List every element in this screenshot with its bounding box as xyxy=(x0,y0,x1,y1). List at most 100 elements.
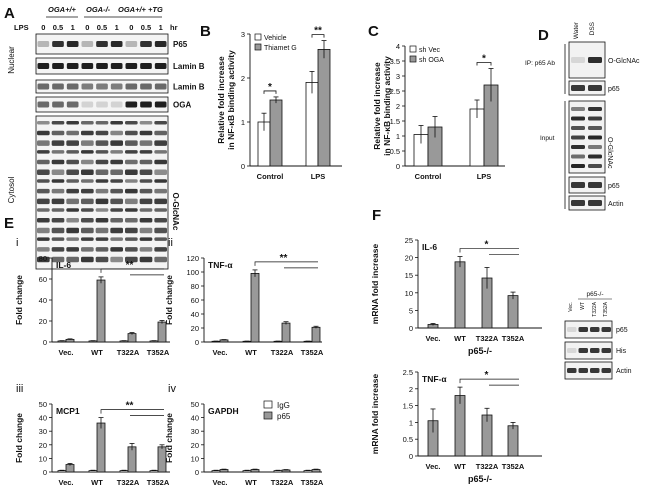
blot-band xyxy=(52,83,64,90)
lps-label: LPS xyxy=(14,23,29,32)
chart-title: TNF-α xyxy=(422,374,447,384)
x-tick-label: T352A xyxy=(147,478,170,487)
blot-band xyxy=(140,63,152,69)
y-tick-label: 0 xyxy=(241,162,245,171)
chart-B: 0 1 2 3 Relative fold increase in NF-κB bindi… xyxy=(200,23,342,181)
y-tick-label: 1 xyxy=(396,132,400,141)
legend-label: sh Vec xyxy=(419,47,441,54)
x-tick-label: Control xyxy=(257,172,284,181)
blot-band xyxy=(125,208,138,212)
blot-band xyxy=(567,368,577,373)
blot-band xyxy=(588,135,602,140)
blot-band xyxy=(110,179,123,183)
blot-band xyxy=(154,237,167,241)
blot-band xyxy=(125,169,138,175)
y-tick-label: 2.5 xyxy=(390,87,400,96)
blot-label: Lamin B xyxy=(173,83,205,92)
y-axis-label: in NF-κB binding activity xyxy=(382,56,392,156)
y-tick-label: 0.5 xyxy=(403,435,413,444)
blot-band xyxy=(588,126,602,130)
bar xyxy=(317,49,331,167)
blot-band xyxy=(95,237,109,241)
blot-band xyxy=(95,130,109,136)
blot-band xyxy=(571,164,585,168)
blot-band xyxy=(139,130,153,136)
lps-value: 0 xyxy=(129,23,133,32)
blot-band xyxy=(154,83,167,90)
blot-band xyxy=(110,121,123,125)
lps-value: 0.5 xyxy=(97,23,107,32)
blot-band xyxy=(81,179,94,183)
blot-band xyxy=(95,227,109,234)
blot-band xyxy=(51,208,65,212)
blot-band xyxy=(125,188,138,194)
blot-header: p65-/- xyxy=(587,291,604,298)
blot-band xyxy=(37,198,50,205)
blot-band xyxy=(66,83,79,90)
x-tick-label: Vec. xyxy=(425,334,440,343)
blot-band xyxy=(37,237,50,241)
chart-title: GAPDH xyxy=(208,406,239,416)
blot-band xyxy=(110,247,123,252)
blot-band xyxy=(66,41,79,47)
panel-D-letter: D xyxy=(538,27,549,44)
y-axis-label: Relative fold increase xyxy=(216,56,226,144)
y-tick-label: 30 xyxy=(191,427,199,436)
blot-band xyxy=(571,107,585,111)
blot-band xyxy=(571,85,585,91)
blot-band xyxy=(37,41,50,47)
significance-bracket xyxy=(459,248,519,253)
blot-band xyxy=(588,116,602,121)
blot-band xyxy=(37,101,50,108)
chart-E-ii: 0 20 40 60 80 100 120 Fold change Vec. WT T322A T35… xyxy=(164,237,324,357)
bar xyxy=(507,295,519,329)
blot-band xyxy=(567,348,577,353)
legend-swatch xyxy=(409,45,417,53)
x-tick-label: Vec. xyxy=(58,348,73,357)
blot-band xyxy=(571,126,585,130)
blot-band xyxy=(125,159,138,165)
y-tick-label: 40 xyxy=(191,310,199,319)
blot-box xyxy=(568,195,606,211)
section-label-nuclear: Nuclear xyxy=(7,46,16,74)
blot-band xyxy=(81,101,94,108)
y-tick-label: 0 xyxy=(43,468,47,477)
blot-band xyxy=(588,182,602,188)
blot-band xyxy=(139,121,153,125)
significance-marker: * xyxy=(485,370,489,381)
y-tick-label: 25 xyxy=(405,236,413,245)
subpanel-numeral: i xyxy=(16,237,18,249)
blot-band xyxy=(37,227,50,234)
blot-band xyxy=(81,63,94,69)
y-tick-label: 50 xyxy=(39,400,47,409)
blot-label: O-GlcNAc xyxy=(606,137,613,169)
bar xyxy=(454,395,466,457)
blot-band xyxy=(81,227,94,234)
blot-band xyxy=(37,140,50,146)
blot-band xyxy=(51,150,65,154)
significance-marker: * xyxy=(268,82,272,93)
blot-band xyxy=(66,101,79,108)
blot-band xyxy=(110,227,123,234)
blot-band xyxy=(125,247,138,252)
blot-band xyxy=(588,164,602,168)
blot-band xyxy=(588,154,602,159)
y-tick-label: 1.5 xyxy=(390,117,400,126)
chart-title: MCP1 xyxy=(56,406,80,416)
blot-band xyxy=(571,57,585,63)
y-tick-label: 10 xyxy=(191,454,199,463)
blot-band xyxy=(571,135,585,140)
x-tick-label: T352A xyxy=(301,478,324,487)
blot-band xyxy=(154,198,167,205)
subpanel-numeral: ii xyxy=(168,237,173,249)
blot-band xyxy=(51,256,65,263)
blot-band xyxy=(37,150,50,154)
section-label-cytosol: Cytosol xyxy=(7,176,16,203)
y-tick-label: 0 xyxy=(409,324,413,333)
y-tick-label: 10 xyxy=(39,454,47,463)
significance-marker: * xyxy=(482,54,486,65)
y-tick-label: 80 xyxy=(191,282,199,291)
blot-band xyxy=(154,159,167,165)
blot-band xyxy=(140,83,152,90)
legend-label: Vehicle xyxy=(264,35,287,42)
